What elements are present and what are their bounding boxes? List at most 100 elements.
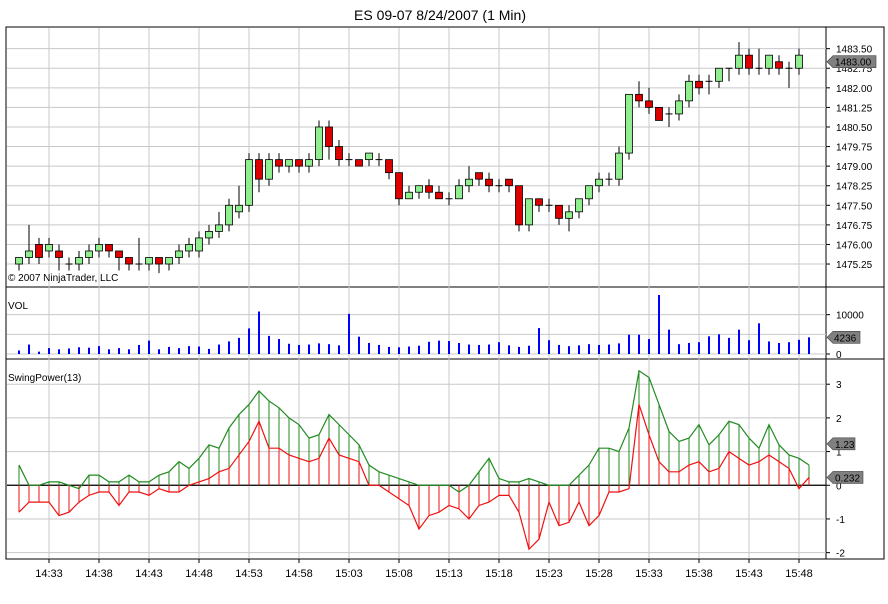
x-tick-label: 15:43 [735, 568, 763, 580]
volume-bar [458, 342, 460, 354]
candle-up [575, 198, 583, 213]
candle-up [315, 126, 323, 161]
candle-down [435, 191, 443, 200]
volume-bar [448, 341, 450, 354]
volume-bar [258, 311, 260, 354]
volume-bar [268, 335, 270, 354]
candle-up [525, 198, 533, 226]
swing-tick-label: 3 [836, 380, 842, 391]
volume-bar [378, 344, 380, 354]
volume-bar [508, 345, 510, 354]
candle-up [145, 257, 153, 265]
candle-up [95, 244, 103, 252]
swing-upper-line [18, 369, 810, 493]
candle-down [115, 250, 123, 258]
volume-bar [108, 349, 110, 354]
candle-down [35, 244, 43, 258]
x-tick-label: 15:13 [435, 568, 463, 580]
x-tick-label: 14:48 [185, 568, 213, 580]
volume-bar [748, 340, 750, 354]
volume-bar [798, 339, 800, 354]
candle-down [745, 54, 753, 69]
price-tick-label: 1476.00 [836, 240, 873, 251]
candle-up [185, 244, 193, 252]
volume-bar [568, 346, 570, 354]
swing-layer [7, 369, 826, 551]
volume-bar [558, 344, 560, 354]
volume-bar [178, 348, 180, 354]
candle-up [205, 230, 213, 239]
swing-lower-line [18, 404, 810, 551]
candle-down [515, 185, 523, 226]
swing-value-text: 0.232 [835, 473, 860, 484]
volume-bar [578, 345, 580, 354]
candle-up [685, 80, 693, 102]
candle-up [415, 185, 423, 193]
volume-bar [288, 343, 290, 354]
volume-bar [278, 339, 280, 354]
volume-bar [648, 339, 650, 354]
volume-bar [518, 346, 520, 354]
volume-bar [148, 340, 150, 354]
candle-down [775, 61, 783, 69]
volume-bar [778, 342, 780, 354]
volume-bar [358, 336, 360, 354]
volume-bar [418, 345, 420, 354]
price-layer [15, 42, 803, 274]
price-tick-label: 1476.75 [836, 221, 873, 232]
volume-bar [138, 344, 140, 354]
swingpower-panel-frame [5, 358, 885, 560]
candle-down [275, 159, 283, 167]
volume-bar [388, 346, 390, 354]
volume-bar [238, 337, 240, 354]
x-tick-label: 15:28 [585, 568, 613, 580]
volume-bar [598, 344, 600, 354]
candle-up [625, 93, 633, 154]
x-tick-label: 15:33 [635, 568, 663, 580]
price-tick-label: 1483.50 [836, 45, 873, 56]
volume-bar [328, 344, 330, 354]
chart-title: ES 09-07 8/24/2007 (1 Min) [354, 7, 526, 23]
candle-down [335, 146, 343, 161]
candle-up [735, 54, 743, 69]
candle-up [305, 159, 313, 167]
volume-bar [198, 346, 200, 354]
candle-up [265, 159, 273, 180]
volume-bar [408, 346, 410, 354]
x-tick-label: 14:58 [285, 568, 313, 580]
volume-bar [338, 345, 340, 354]
x-tick-label: 15:48 [785, 568, 813, 580]
candle-down [325, 126, 333, 147]
price-tick-label: 1482.75 [836, 64, 873, 75]
volume-bar [158, 349, 160, 354]
price-tick-label: 1479.00 [836, 162, 873, 173]
x-tick-label: 15:38 [685, 568, 713, 580]
candle-down [105, 244, 113, 252]
candle-down [645, 100, 653, 108]
candle-down [505, 178, 513, 187]
volume-last-value-text: 4236 [834, 333, 857, 344]
candle-up [165, 257, 173, 265]
candle-down [485, 178, 493, 187]
candle-up [75, 257, 83, 265]
volume-bar [498, 342, 500, 354]
candle-up [455, 185, 463, 200]
volume-last-value-badge [826, 331, 861, 344]
volume-bar [248, 328, 250, 354]
volume-bar [628, 334, 630, 354]
price-tick-label: 1477.50 [836, 201, 873, 212]
volume-bar [428, 341, 430, 354]
volume-bar [168, 346, 170, 354]
volume-bar [188, 346, 190, 354]
volume-bar [208, 348, 210, 354]
candle-up [215, 224, 223, 232]
swing-tick-label: 0 [836, 481, 842, 492]
price-tick-label: 1482.00 [836, 84, 873, 95]
price-tick-label: 1480.50 [836, 123, 873, 134]
candle-up [175, 250, 183, 258]
volume-layer [18, 295, 810, 354]
volume-bar [618, 343, 620, 354]
candle-down [635, 93, 643, 102]
candle-up [585, 185, 593, 200]
